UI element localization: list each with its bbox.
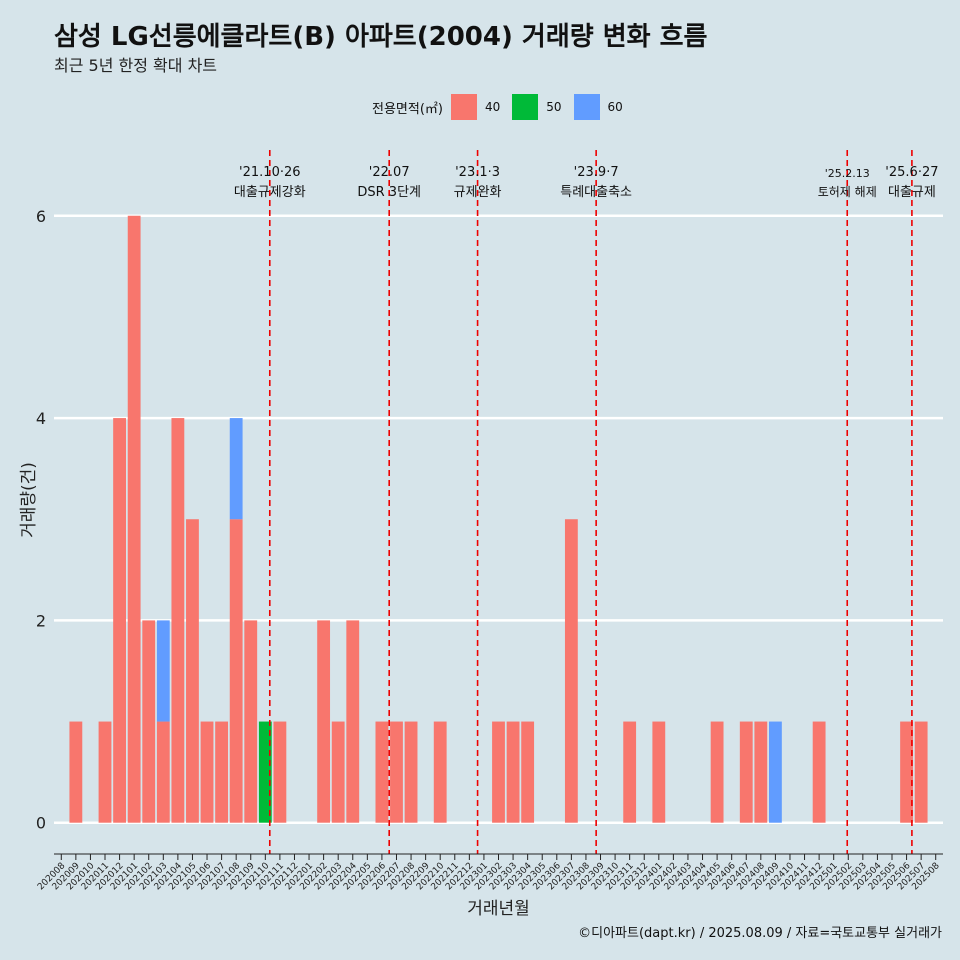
legend-key-40 [450,94,477,120]
bar-50-202110 [258,721,272,823]
bar-40-202102 [142,620,156,823]
chart-subtitle: 최근 5년 한정 확대 차트 [54,56,218,75]
bar-40-202507 [914,721,928,823]
y-tick-label: 0 [36,814,46,833]
bar-40-202108 [229,519,243,823]
event-name-label: DSR 3단계 [357,185,421,200]
event-name-label: 대출규제강화 [234,185,306,200]
event-name-label: 토허제 해제 [818,185,877,199]
y-axis-title: 거래량(건) [19,462,39,538]
event-name-label: 규제완화 [454,185,502,200]
legend-label-60: 60 [607,100,623,114]
legend-label-50: 50 [546,100,562,114]
chart-title: 삼성 LG선릉에클라트(B) 아파트(2004) 거래량 변화 흐름 [54,22,708,52]
bar-60-202103 [156,620,170,722]
event-date-label: '25.2.13 [825,167,870,180]
bar-40-202105 [186,519,199,823]
bar-40-202307 [564,519,578,823]
bar-40-202304 [521,721,535,823]
legend-key-50 [512,94,539,120]
bar-40-202405 [710,721,724,823]
bar-40-202311 [623,721,637,823]
bar-40-202407 [739,721,753,823]
bar-40-202412 [812,721,826,823]
bar-40-202303 [506,721,520,823]
bar-40-202204 [346,620,360,823]
bar-40-202106 [200,721,214,823]
bar-40-202208 [404,721,418,823]
bar-40-202103 [156,721,170,823]
bar-40-202111 [273,721,287,823]
bar-40-202101 [127,215,141,823]
y-tick-label: 6 [36,207,46,226]
legend-label-40: 40 [484,100,501,114]
credit-line: ©디아파트(dapt.kr) / 2025.08.09 / 자료=국토교통부 실… [578,926,942,941]
bar-40-202012 [113,418,126,823]
bar-40-202210 [433,721,447,823]
bar-60-202409 [768,721,782,823]
bar-40-202011 [98,721,112,823]
legend: 전용면적(㎡) 40 50 60 [372,92,635,122]
event-date-label: '22.07 [369,165,410,180]
event-date-label: '23.9·7 [574,165,619,180]
bar-40-202202 [317,620,331,823]
bar-40-202302 [492,721,505,823]
event-name-label: 특례대출축소 [560,185,632,200]
bar-40-202009 [69,721,83,823]
bar-40-202207 [390,721,403,823]
legend-title: 전용면적(㎡) [372,101,443,117]
legend-key-60 [573,94,600,120]
bar-40-202109 [244,620,258,823]
event-date-label: '25.6·27 [885,165,938,180]
bar-40-202203 [331,721,345,823]
event-name-label: 대출규제 [888,185,936,200]
bar-40-202408 [754,721,768,823]
event-date-label: '21.10·26 [239,165,300,180]
bar-40-202506 [900,721,913,823]
y-tick-label: 4 [36,409,46,428]
bar-40-202107 [215,721,229,823]
bar-40-202206 [375,721,389,823]
event-date-label: '23.1·3 [455,165,500,180]
bar-40-202401 [652,721,666,823]
bar-60-202108 [229,418,243,520]
x-axis-title: 거래년월 [467,899,530,919]
bar-40-202104 [171,418,185,823]
y-tick-label: 2 [36,611,46,630]
